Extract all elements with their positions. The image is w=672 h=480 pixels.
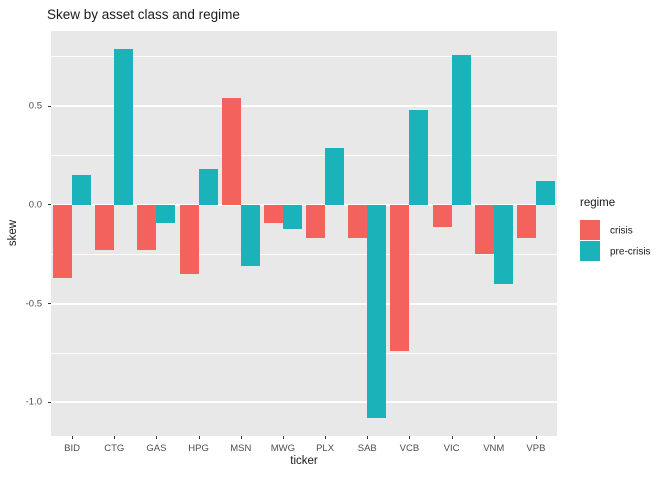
x-tick-mark bbox=[240, 436, 242, 439]
x-tick-label-HPG: HPG bbox=[188, 443, 209, 454]
x-tick-mark bbox=[282, 436, 284, 439]
bar-VPB-crisis bbox=[516, 204, 536, 239]
legend-label-pre-crisis: pre-crisis bbox=[610, 246, 651, 257]
y-tick-label: -0.5 bbox=[25, 298, 42, 310]
bar-VNM-crisis bbox=[474, 204, 494, 255]
bar-VCB-pre-crisis bbox=[409, 110, 429, 205]
bar-GAS-pre-crisis bbox=[156, 204, 176, 223]
y-tick-mark bbox=[48, 401, 51, 403]
gridline-minor bbox=[51, 56, 557, 58]
x-tick-label-GAS: GAS bbox=[146, 443, 167, 454]
bar-VCB-crisis bbox=[390, 204, 410, 352]
bar-MSN-crisis bbox=[221, 98, 241, 205]
x-tick-mark bbox=[535, 436, 537, 439]
x-tick-label-VCB: VCB bbox=[399, 443, 420, 454]
y-axis: 0.5 0.0 -0.5 -1.0 bbox=[0, 31, 51, 436]
gridline-major bbox=[51, 401, 557, 404]
x-tick-label-VIC: VIC bbox=[443, 443, 460, 454]
x-tick-label-BID: BID bbox=[64, 443, 80, 454]
legend: regime crisis pre-crisis bbox=[580, 197, 651, 262]
x-tick-label-VNM: VNM bbox=[483, 443, 505, 454]
x-tick-label-MSN: MSN bbox=[230, 443, 252, 454]
y-tick-mark bbox=[48, 105, 51, 107]
legend-label-crisis: crisis bbox=[610, 225, 633, 236]
x-tick-label-SAB: SAB bbox=[357, 443, 377, 454]
x-axis: BID CTG GAS HPG MSN MWG PLX SAB VCB VIC VNM VPB bbox=[51, 436, 557, 466]
gridline-major bbox=[51, 105, 557, 108]
gridline-minor bbox=[51, 154, 557, 156]
bar-MWG-crisis bbox=[263, 204, 283, 223]
bar-CTG-pre-crisis bbox=[114, 48, 134, 205]
y-tick-label: 0.5 bbox=[28, 100, 42, 112]
bar-VNM-pre-crisis bbox=[493, 204, 513, 284]
chart-title: Skew by asset class and regime bbox=[47, 7, 240, 22]
plot-panel bbox=[51, 31, 557, 436]
bar-HPG-crisis bbox=[179, 204, 199, 274]
x-tick-mark bbox=[198, 436, 200, 439]
x-tick-mark bbox=[156, 436, 158, 439]
x-tick-label-VPB: VPB bbox=[526, 443, 546, 454]
legend-item-crisis: crisis bbox=[580, 220, 633, 241]
bar-MSN-pre-crisis bbox=[240, 204, 260, 267]
y-tick-label: 0.0 bbox=[28, 199, 42, 211]
bar-BID-pre-crisis bbox=[72, 175, 92, 205]
x-axis-title: ticker bbox=[290, 455, 318, 467]
bar-BID-crisis bbox=[53, 204, 73, 278]
y-tick-mark bbox=[48, 204, 51, 206]
x-tick-mark bbox=[493, 436, 495, 439]
x-tick-mark bbox=[409, 436, 411, 439]
legend-title: regime bbox=[580, 197, 616, 209]
bar-CTG-crisis bbox=[95, 204, 115, 251]
bar-SAB-crisis bbox=[348, 204, 368, 239]
y-tick-mark bbox=[48, 303, 51, 305]
gridline-major bbox=[51, 302, 557, 305]
bar-PLX-crisis bbox=[306, 204, 326, 239]
bar-VPB-pre-crisis bbox=[535, 181, 555, 205]
x-tick-label-CTG: CTG bbox=[104, 443, 125, 454]
x-tick-mark bbox=[325, 436, 327, 439]
gridline-major bbox=[51, 203, 557, 206]
legend-swatch-crisis bbox=[580, 220, 600, 240]
bar-PLX-pre-crisis bbox=[325, 147, 345, 205]
gridline-minor bbox=[51, 352, 557, 354]
x-tick-mark bbox=[451, 436, 453, 439]
legend-swatch-pre-crisis bbox=[580, 241, 600, 261]
bar-MWG-pre-crisis bbox=[282, 204, 302, 229]
bar-GAS-crisis bbox=[137, 204, 157, 251]
x-tick-mark bbox=[114, 436, 116, 439]
bar-VIC-crisis bbox=[432, 204, 452, 227]
x-tick-label-PLX: PLX bbox=[316, 443, 335, 454]
bar-VIC-pre-crisis bbox=[451, 54, 471, 205]
y-tick-label: -1.0 bbox=[25, 396, 42, 408]
x-tick-mark bbox=[72, 436, 74, 439]
x-tick-label-MWG: MWG bbox=[270, 443, 296, 454]
bar-SAB-pre-crisis bbox=[367, 204, 387, 419]
legend-item-pre-crisis: pre-crisis bbox=[580, 241, 651, 262]
x-tick-mark bbox=[367, 436, 369, 439]
y-axis-title: skew bbox=[7, 219, 19, 247]
bar-HPG-pre-crisis bbox=[198, 169, 218, 205]
gridline-minor bbox=[51, 253, 557, 255]
